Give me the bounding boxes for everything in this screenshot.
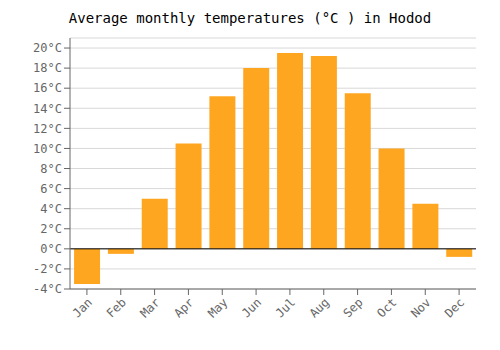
svg-text:Mar: Mar [137,295,162,320]
html-text:Average monthly temperatures (: Average monthly temperatures (°C ) in Ho… [68,10,432,26]
svg-text:Dec: Dec [442,295,467,320]
svg-text:Jan: Jan [70,295,95,320]
svg-text:20°C: 20°C [33,41,62,55]
svg-text:Feb: Feb [104,295,129,320]
svg-text:Jul: Jul [273,295,298,320]
svg-text:Jun: Jun [239,295,264,320]
svg-text:Oct: Oct [374,295,399,320]
svg-text:10°C: 10°C [33,142,62,156]
svg-text:4°C: 4°C [40,202,62,216]
svg-text:8°C: 8°C [40,162,62,176]
svg-text:2°C: 2°C [40,222,62,236]
svg-text:Sep: Sep [340,295,365,320]
svg-text:Nov: Nov [408,295,433,320]
svg-text:12°C: 12°C [33,122,62,136]
svg-text:18°C: 18°C [33,61,62,75]
svg-text:-4°C: -4°C [33,282,62,296]
svg-text:16°C: 16°C [33,81,62,95]
svg-text:14°C: 14°C [33,102,62,116]
svg-text:Aug: Aug [307,295,332,320]
svg-text:-2°C: -2°C [33,262,62,276]
svg-text:Apr: Apr [171,295,196,320]
svg-text:6°C: 6°C [40,182,62,196]
svg-text:0°C: 0°C [40,242,62,256]
svg-text:May: May [205,295,230,320]
